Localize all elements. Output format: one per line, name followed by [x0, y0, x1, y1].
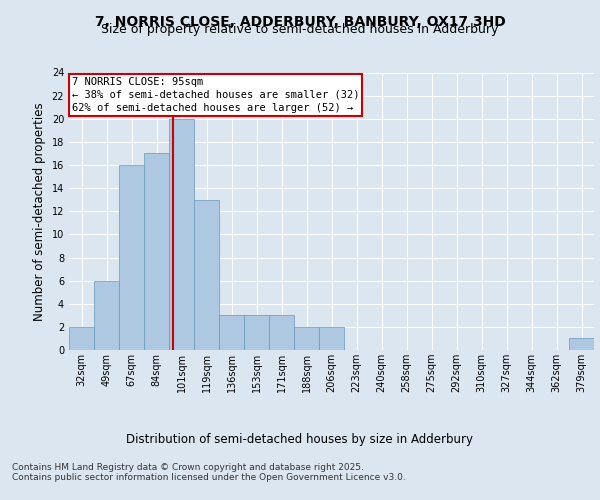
- Text: Size of property relative to semi-detached houses in Adderbury: Size of property relative to semi-detach…: [101, 22, 499, 36]
- Y-axis label: Number of semi-detached properties: Number of semi-detached properties: [33, 102, 46, 320]
- Text: Contains public sector information licensed under the Open Government Licence v3: Contains public sector information licen…: [12, 472, 406, 482]
- Text: 7 NORRIS CLOSE: 95sqm
← 38% of semi-detached houses are smaller (32)
62% of semi: 7 NORRIS CLOSE: 95sqm ← 38% of semi-deta…: [71, 76, 359, 113]
- Text: 7, NORRIS CLOSE, ADDERBURY, BANBURY, OX17 3HD: 7, NORRIS CLOSE, ADDERBURY, BANBURY, OX1…: [95, 15, 505, 29]
- Text: Distribution of semi-detached houses by size in Adderbury: Distribution of semi-detached houses by …: [127, 432, 473, 446]
- Bar: [269, 316, 294, 350]
- Bar: [119, 165, 144, 350]
- Bar: [144, 154, 169, 350]
- Bar: [69, 327, 94, 350]
- Bar: [294, 327, 319, 350]
- Bar: [569, 338, 594, 350]
- Bar: [219, 316, 244, 350]
- Bar: [244, 316, 269, 350]
- Text: Contains HM Land Registry data © Crown copyright and database right 2025.: Contains HM Land Registry data © Crown c…: [12, 462, 364, 471]
- Bar: [319, 327, 344, 350]
- Bar: [94, 280, 119, 350]
- Bar: [194, 200, 219, 350]
- Bar: [169, 118, 194, 350]
